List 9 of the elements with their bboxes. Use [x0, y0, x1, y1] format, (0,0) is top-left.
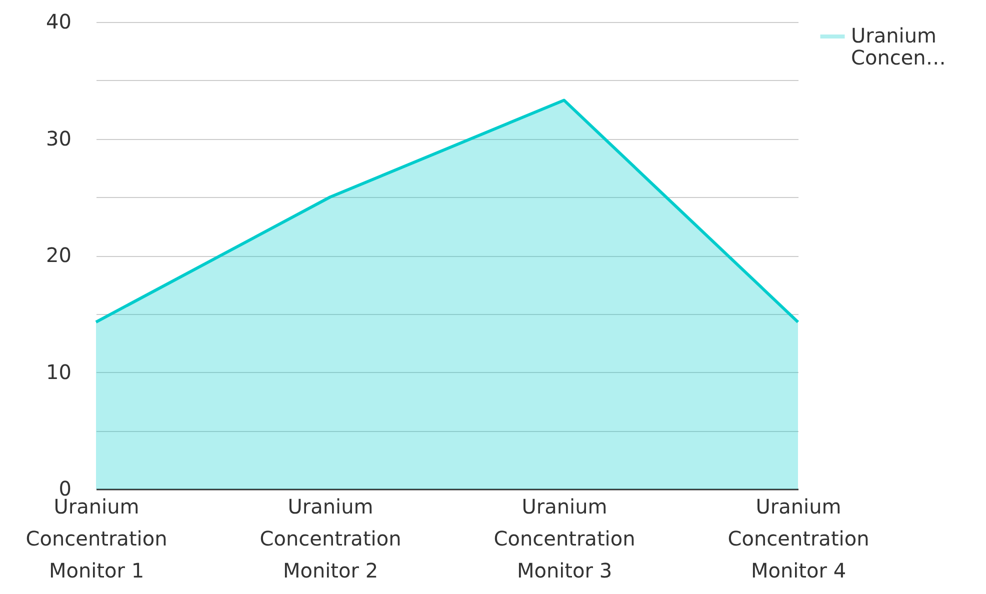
- x-tick-label: Uranium Concentration Monitor 4: [728, 494, 870, 582]
- x-tick-label: Uranium Concentration Monitor 2: [260, 494, 402, 582]
- legend-label: Uranium Concen…: [851, 24, 946, 70]
- y-tick-label: 30: [46, 126, 72, 150]
- y-tick-label: 20: [46, 243, 72, 267]
- y-tick-label: 40: [46, 10, 72, 34]
- y-tick-label: 10: [46, 360, 72, 384]
- x-tick-label: Uranium Concentration Monitor 1: [26, 494, 168, 582]
- x-tick-label: Uranium Concentration Monitor 3: [494, 494, 636, 582]
